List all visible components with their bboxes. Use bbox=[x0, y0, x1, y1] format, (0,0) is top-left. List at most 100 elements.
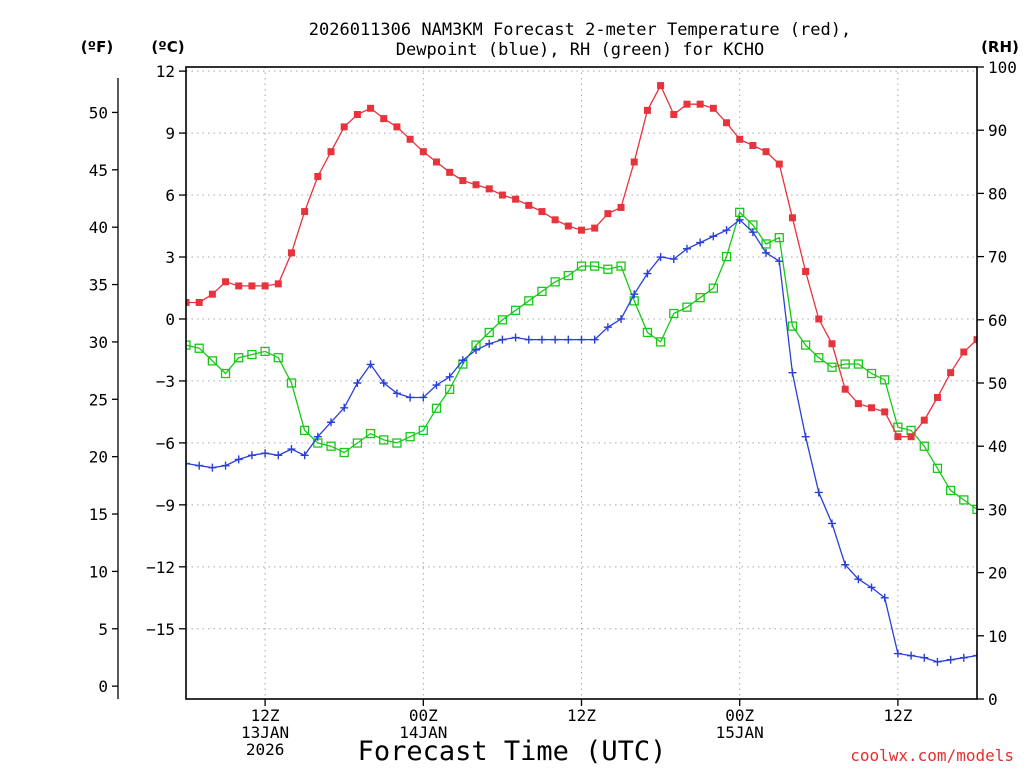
rh-point bbox=[186, 340, 191, 350]
dewpoint-point bbox=[630, 290, 639, 299]
temperature-point bbox=[762, 148, 770, 156]
dewpoint-point bbox=[656, 253, 665, 262]
dewpoint-point bbox=[920, 653, 929, 662]
fahrenheit-tick-label: 10 bbox=[89, 562, 108, 581]
temperature-point bbox=[551, 216, 559, 224]
celsius-tick-label: −15 bbox=[146, 620, 175, 639]
dewpoint-point bbox=[907, 651, 916, 660]
rh-point bbox=[484, 327, 494, 338]
dewpoint-point bbox=[472, 345, 481, 354]
dewpoint-point bbox=[827, 519, 836, 528]
temperature-point bbox=[578, 226, 585, 234]
temperature-point bbox=[894, 433, 902, 441]
dewpoint-point bbox=[854, 575, 863, 584]
rh-point bbox=[339, 447, 349, 458]
celsius-tick-label: 9 bbox=[165, 124, 175, 143]
dewpoint-point bbox=[973, 651, 977, 660]
rh-tick-label: 50 bbox=[988, 374, 1007, 393]
temperature-point bbox=[367, 104, 375, 112]
dewpoint-point bbox=[208, 463, 217, 472]
dewpoint-point bbox=[603, 323, 612, 332]
dewpoint-point bbox=[195, 461, 204, 470]
dewpoint-point bbox=[643, 269, 652, 278]
dewpoint-point bbox=[274, 451, 283, 460]
temperature-point bbox=[380, 115, 388, 123]
dewpoint-point bbox=[551, 335, 560, 344]
rh-point bbox=[524, 296, 534, 306]
dewpoint-point bbox=[419, 393, 428, 402]
fahrenheit-tick-label: 15 bbox=[89, 505, 108, 524]
temperature-point bbox=[868, 404, 876, 412]
dewpoint-point bbox=[221, 461, 230, 470]
x-axis-title: Forecast Time (UTC) bbox=[358, 736, 667, 767]
rh-point bbox=[761, 239, 771, 249]
rh-line bbox=[186, 211, 977, 510]
temperature-point bbox=[696, 100, 704, 108]
temperature-point bbox=[208, 290, 216, 298]
temperature-point bbox=[828, 340, 836, 348]
fahrenheit-tick-label: 0 bbox=[98, 677, 108, 696]
dewpoint-point bbox=[511, 333, 520, 342]
fahrenheit-tick-label: 30 bbox=[89, 333, 108, 352]
rh-tick-label: 100 bbox=[988, 58, 1017, 77]
rh-point bbox=[550, 277, 560, 287]
rh-point bbox=[945, 485, 956, 496]
rh-point bbox=[603, 264, 613, 274]
temperature-point bbox=[920, 416, 928, 424]
rh-point bbox=[379, 435, 389, 445]
temperature-point bbox=[485, 185, 493, 193]
rh-tick-label: 90 bbox=[988, 121, 1007, 140]
dewpoint-point bbox=[814, 488, 823, 497]
rh-point bbox=[840, 359, 850, 369]
dewpoint-point bbox=[722, 226, 731, 235]
temperature-point bbox=[340, 123, 348, 131]
temperature-point bbox=[841, 385, 849, 393]
temperature-point bbox=[472, 181, 480, 189]
rh-point bbox=[655, 337, 666, 347]
temperature-point bbox=[802, 267, 810, 275]
rh-point bbox=[721, 251, 732, 262]
rh-point bbox=[972, 504, 977, 515]
time-tick-label: 13JAN bbox=[241, 723, 289, 742]
temperature-point bbox=[788, 214, 796, 222]
rh-point bbox=[774, 232, 784, 243]
rh-point bbox=[299, 425, 310, 436]
dewpoint-point bbox=[406, 393, 415, 402]
dewpoint-point bbox=[762, 248, 771, 257]
time-tick-label: 12Z bbox=[251, 706, 280, 725]
rh-point bbox=[563, 270, 573, 281]
rh-point bbox=[392, 438, 402, 448]
temperature-point bbox=[261, 282, 269, 290]
rh-axis: 0 10 20 30 40 50 60 70 80 90 100 bbox=[977, 58, 1017, 709]
dewpoint-point bbox=[841, 560, 850, 569]
dewpoint-point bbox=[946, 655, 955, 664]
time-tick-label: 15JAN bbox=[716, 723, 764, 742]
dewpoint-point bbox=[590, 335, 599, 344]
gridlines bbox=[186, 67, 977, 699]
rh-point bbox=[497, 315, 508, 325]
rh-point bbox=[247, 349, 257, 360]
temperature-point bbox=[683, 100, 691, 108]
rh-point bbox=[220, 368, 231, 379]
dewpoint-point bbox=[485, 339, 494, 348]
rh-point bbox=[418, 425, 428, 436]
temperature-point bbox=[709, 104, 717, 112]
dewpoint-point bbox=[445, 372, 454, 381]
rh-tick-label: 60 bbox=[988, 311, 1007, 330]
dewpoint-point bbox=[261, 449, 270, 458]
time-tick-label: 2026 bbox=[246, 740, 285, 759]
rh-point bbox=[669, 308, 679, 319]
time-tick-label: 14JAN bbox=[399, 723, 447, 742]
rh-tick-label: 0 bbox=[988, 690, 998, 709]
rh-point bbox=[642, 327, 653, 338]
dewpoint-point bbox=[801, 432, 810, 441]
fahrenheit-axis-unit: (ºF) bbox=[81, 38, 113, 56]
temperature-point bbox=[314, 172, 322, 180]
temperature-point bbox=[723, 119, 731, 127]
rh-point bbox=[365, 428, 376, 439]
rh-point bbox=[537, 286, 547, 297]
rh-point bbox=[405, 432, 415, 442]
rh-point bbox=[234, 353, 244, 363]
